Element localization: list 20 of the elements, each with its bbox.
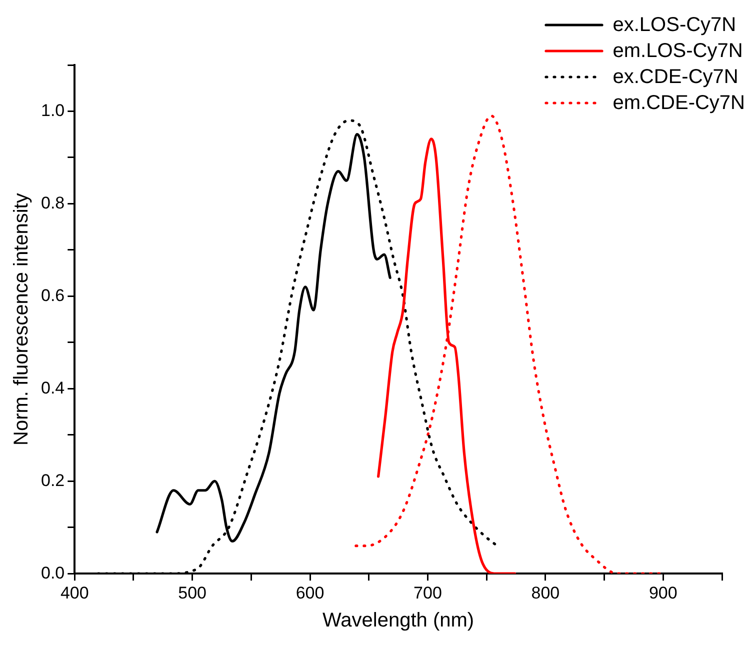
x-tick-label: 800 <box>531 583 560 602</box>
x-tick-label: 900 <box>648 583 678 602</box>
y-axis-title: Norm. fluorescence intensity <box>10 193 33 446</box>
line-series <box>156 133 392 543</box>
y-tick-label: 0.0 <box>40 563 65 582</box>
x-tick-label: 600 <box>296 583 324 602</box>
y-tick-label: 0.2 <box>40 470 65 490</box>
y-tick-label: 0.6 <box>40 286 65 305</box>
x-tick-label: 400 <box>60 583 89 602</box>
x-tick-label: 500 <box>178 583 207 602</box>
x-tick-label: 700 <box>414 583 442 602</box>
legend-label: ex.CDE-Cy7N <box>612 66 738 88</box>
y-tick-label: 0.4 <box>40 378 65 398</box>
y-tick-label: 1.0 <box>40 100 65 120</box>
y-tick-label: 0.8 <box>40 193 65 212</box>
legend-label: em.CDE-Cy7N <box>612 92 745 114</box>
x-axis-title: Wavelength (nm) <box>322 610 474 632</box>
line-series <box>354 114 661 574</box>
legend-label: ex.LOS-Cy7N <box>612 14 736 36</box>
legend-label: em.LOS-Cy7N <box>612 40 743 62</box>
